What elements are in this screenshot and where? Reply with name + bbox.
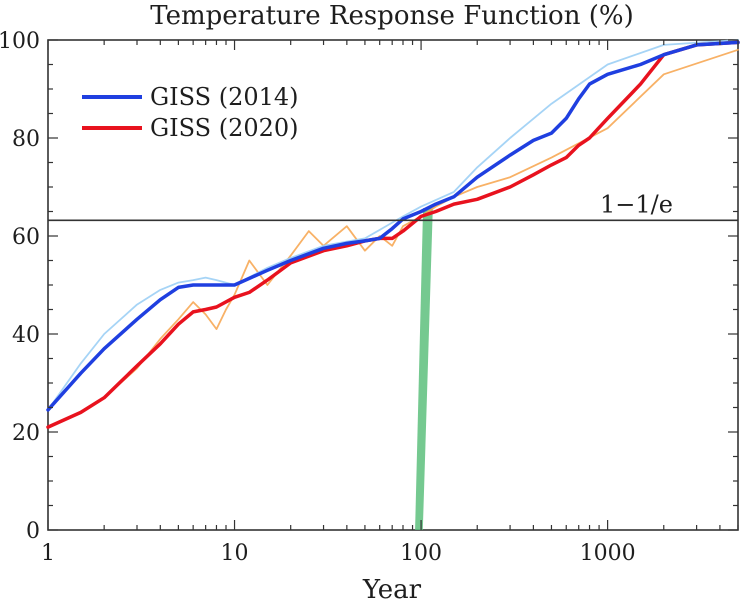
x-tick-label: 100 [400,541,442,566]
legend: GISS (2014) GISS (2020) [82,83,299,142]
series-layer [46,39,740,429]
highlight-band [415,208,433,530]
series-line-0 [46,40,740,412]
y-tick-label: 20 [12,421,40,446]
series-line-3 [47,48,739,428]
y-tick-label: 100 [0,29,40,54]
legend-label-giss-2020: GISS (2020) [150,114,299,142]
y-tick-label: 60 [12,225,40,250]
y-tick-label: 80 [12,127,40,152]
legend-label-giss-2014: GISS (2014) [150,83,299,111]
series-line-1 [46,40,740,429]
x-tick-label: 10 [221,541,249,566]
x-tick-label: 1000 [580,541,636,566]
series-line-2 [47,39,739,411]
reference-line-layer: 1−1/e [48,190,738,222]
highlight-band-layer [415,208,433,530]
x-tick-label: 1 [41,541,55,566]
x-axis-label: Year [362,575,422,602]
chart-title: Temperature Response Function (%) [150,1,633,31]
x-axis-ticks: 1 10 100 1000 [41,40,739,566]
y-tick-label: 0 [26,519,40,544]
reference-line-label: 1−1/e [600,190,673,218]
y-tick-label: 40 [12,323,40,348]
y-axis-ticks: 0 20 40 60 80 100 [0,29,738,544]
